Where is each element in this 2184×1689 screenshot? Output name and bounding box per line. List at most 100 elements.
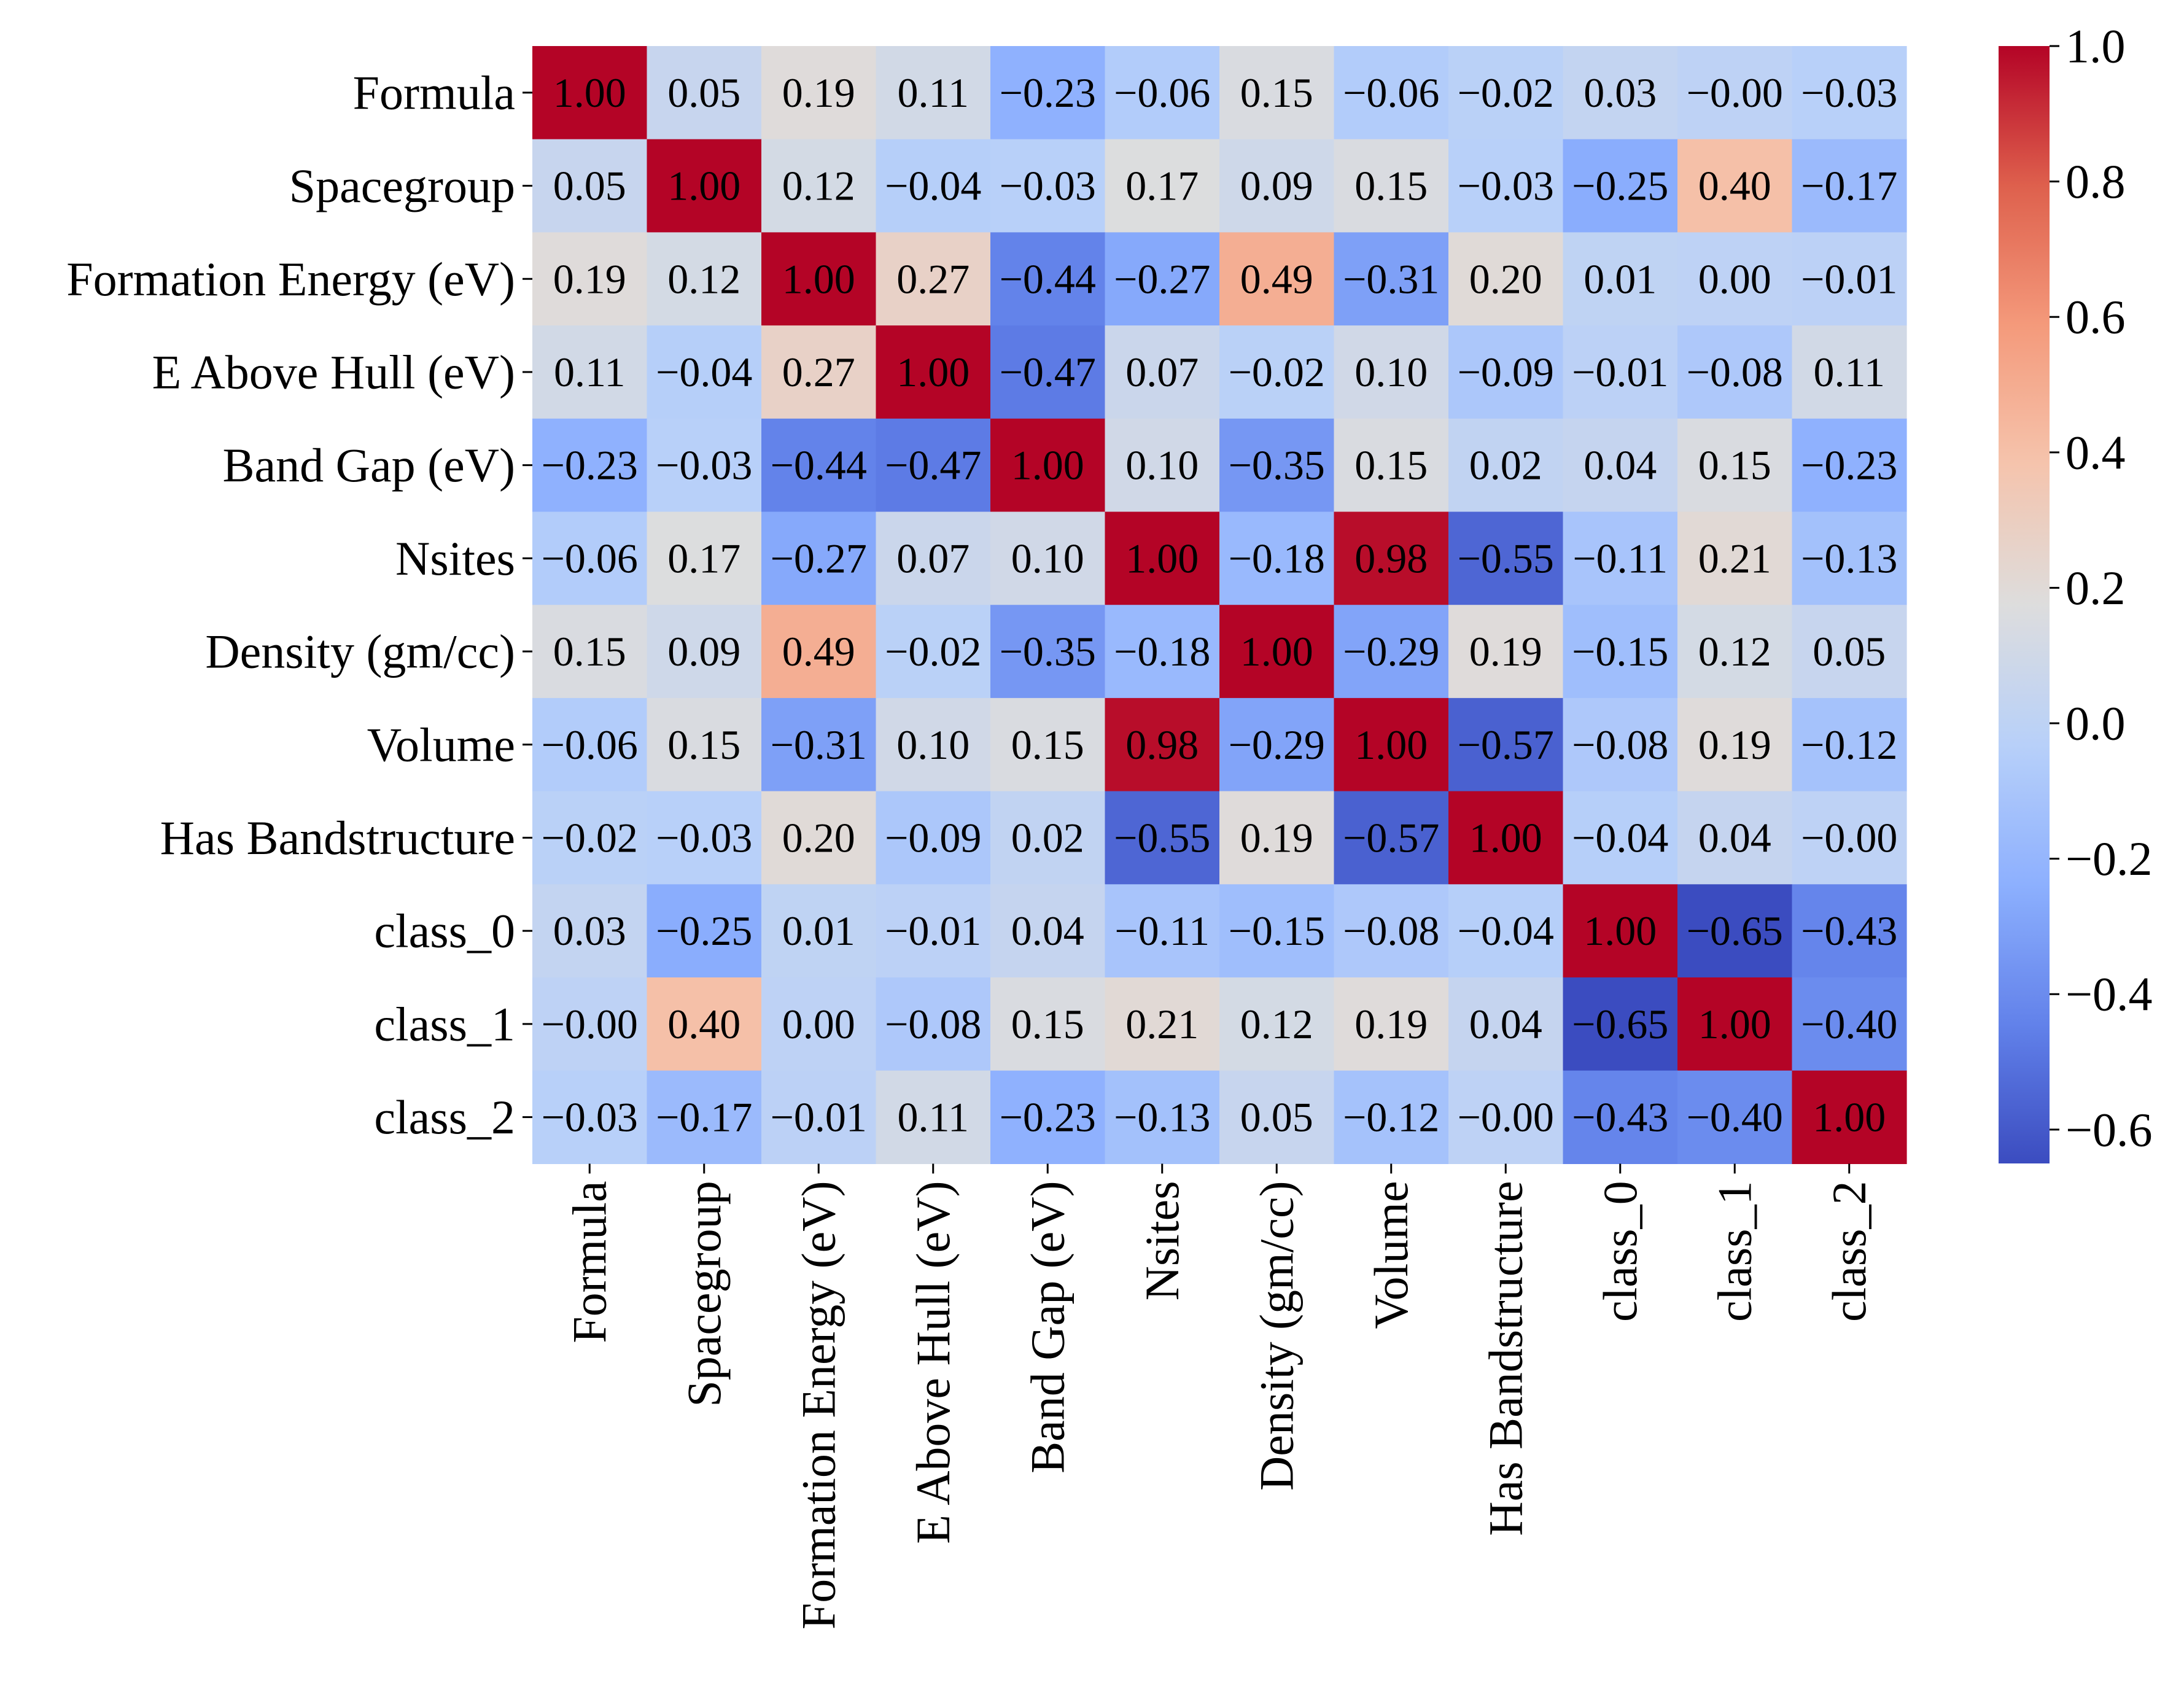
heatmap-cell [990,605,1106,699]
heatmap-cell [761,46,877,140]
heatmap-cell [1219,884,1335,978]
heatmap-cell [647,977,762,1071]
heatmap-cell [1334,605,1449,699]
heatmap-cell [1448,139,1564,233]
y-tick-label: Volume [367,718,515,771]
heatmap-cell [1334,139,1449,233]
heatmap-cell-label: 0.12 [1698,628,1771,675]
heatmap-cell-label: 0.11 [554,349,625,395]
heatmap-cell [647,418,762,513]
heatmap-cell [1677,1070,1793,1164]
heatmap-cell [990,511,1106,605]
heatmap-cell-label: 0.04 [1698,814,1771,861]
heatmap-cell [1219,232,1335,326]
heatmap-cell-label: −0.09 [1458,349,1554,395]
heatmap-cell-label: −0.18 [1229,535,1325,581]
heatmap-cell [647,697,762,792]
heatmap-cell-label: 0.17 [1125,163,1199,209]
heatmap-cell [532,697,648,792]
heatmap-cell [1563,697,1678,792]
heatmap-cell-label: −0.43 [1801,907,1897,954]
heatmap-cell [876,697,991,792]
heatmap-cell-label: 1.00 [1698,1001,1771,1047]
x-tick-label: Volume [1364,1181,1418,1329]
heatmap-cell [876,791,991,885]
heatmap-cell-label: 0.11 [898,1094,969,1141]
heatmap-cell [1334,977,1449,1071]
heatmap-cell [876,884,991,978]
heatmap-cell [761,791,877,885]
colorbar-tick-label: 1.0 [2065,20,2126,73]
heatmap-cell-label: 0.02 [1469,442,1542,489]
heatmap-cell [532,325,648,419]
heatmap-cell [1563,884,1678,978]
heatmap-cell-label: 0.07 [1125,349,1199,395]
heatmap-cell-label: 0.07 [896,535,970,581]
heatmap-cell-label: −0.02 [1458,69,1554,116]
heatmap-cell-label: −0.23 [1000,69,1096,116]
heatmap-cell [1563,418,1678,513]
heatmap-cell [1792,697,1907,792]
y-tick-label: Has Bandstructure [160,811,515,864]
heatmap-cell [1448,232,1564,326]
heatmap-cell [532,418,648,513]
heatmap-cell [761,605,877,699]
heatmap-cell-label: −0.43 [1572,1094,1668,1141]
heatmap-cell [1334,884,1449,978]
heatmap-cell [761,977,877,1071]
heatmap-cell [876,1070,991,1164]
heatmap-cell [1105,418,1220,513]
heatmap-cell-label: −0.25 [1572,163,1668,209]
heatmap-cell-label: −0.01 [1801,255,1897,302]
heatmap-cell-label: 0.19 [1469,628,1542,675]
heatmap-cell [1677,791,1793,885]
heatmap-cell [761,418,877,513]
heatmap-cell-label: 0.04 [1584,442,1657,489]
heatmap-cell [647,232,762,326]
heatmap-cell-label: −0.09 [885,814,981,861]
heatmap-cell-label: 0.19 [1698,721,1771,768]
heatmap-cell [876,418,991,513]
heatmap-cell [647,46,762,140]
heatmap-cell-label: 0.15 [553,628,626,675]
heatmap-cell [1792,418,1907,513]
heatmap-cell [532,884,648,978]
heatmap-cell-label: −0.03 [1801,69,1897,116]
y-tick-label: class_1 [374,997,515,1050]
heatmap-cell [1219,139,1335,233]
heatmap-cell-label: 0.98 [1354,535,1428,581]
heatmap-cell [1677,884,1793,978]
heatmap-cell [990,232,1106,326]
x-tick-label: Formation Energy (eV) [792,1181,845,1629]
heatmap-cell-label: 0.12 [667,255,740,302]
heatmap-cell [1219,977,1335,1071]
heatmap-cell-label: 1.00 [1354,721,1428,768]
heatmap-cell [1563,1070,1678,1164]
heatmap-cell-label: −0.40 [1801,1001,1897,1047]
heatmap-cell [1448,697,1564,792]
heatmap-cell [990,977,1106,1071]
heatmap-cell [532,511,648,605]
heatmap-cell-label: 1.00 [782,255,855,302]
heatmap-cell [1792,46,1907,140]
heatmap-cell [1105,139,1220,233]
y-tick-label: Density (gm/cc) [205,625,515,678]
heatmap-cell-label: −0.04 [656,349,752,395]
heatmap-cell [1448,46,1564,140]
heatmap-cell [1334,1070,1449,1164]
heatmap-cell-label: −0.57 [1458,721,1554,768]
colorbar-ticks: 1.0 0.8 0.6 0.4 0.2 0.0 −0.2 −0.4 −0.6 [2050,20,2153,1156]
heatmap-cell [876,46,991,140]
heatmap-cell-label: 1.00 [1469,814,1542,861]
colorbar-tick-label: 0.2 [2065,561,2126,615]
heatmap-cell-label: −0.31 [1343,255,1439,302]
heatmap-cell-label: 0.04 [1011,907,1084,954]
heatmap-cell [1448,791,1564,885]
heatmap-cell-label: 0.21 [1125,1001,1199,1047]
heatmap-cell [1792,977,1907,1071]
heatmap-cell [647,139,762,233]
heatmap-cell-label: −0.04 [1572,814,1668,861]
heatmap-cell-label: −0.29 [1229,721,1325,768]
heatmap-cell-label: −0.02 [885,628,981,675]
heatmap-cell [1677,511,1793,605]
